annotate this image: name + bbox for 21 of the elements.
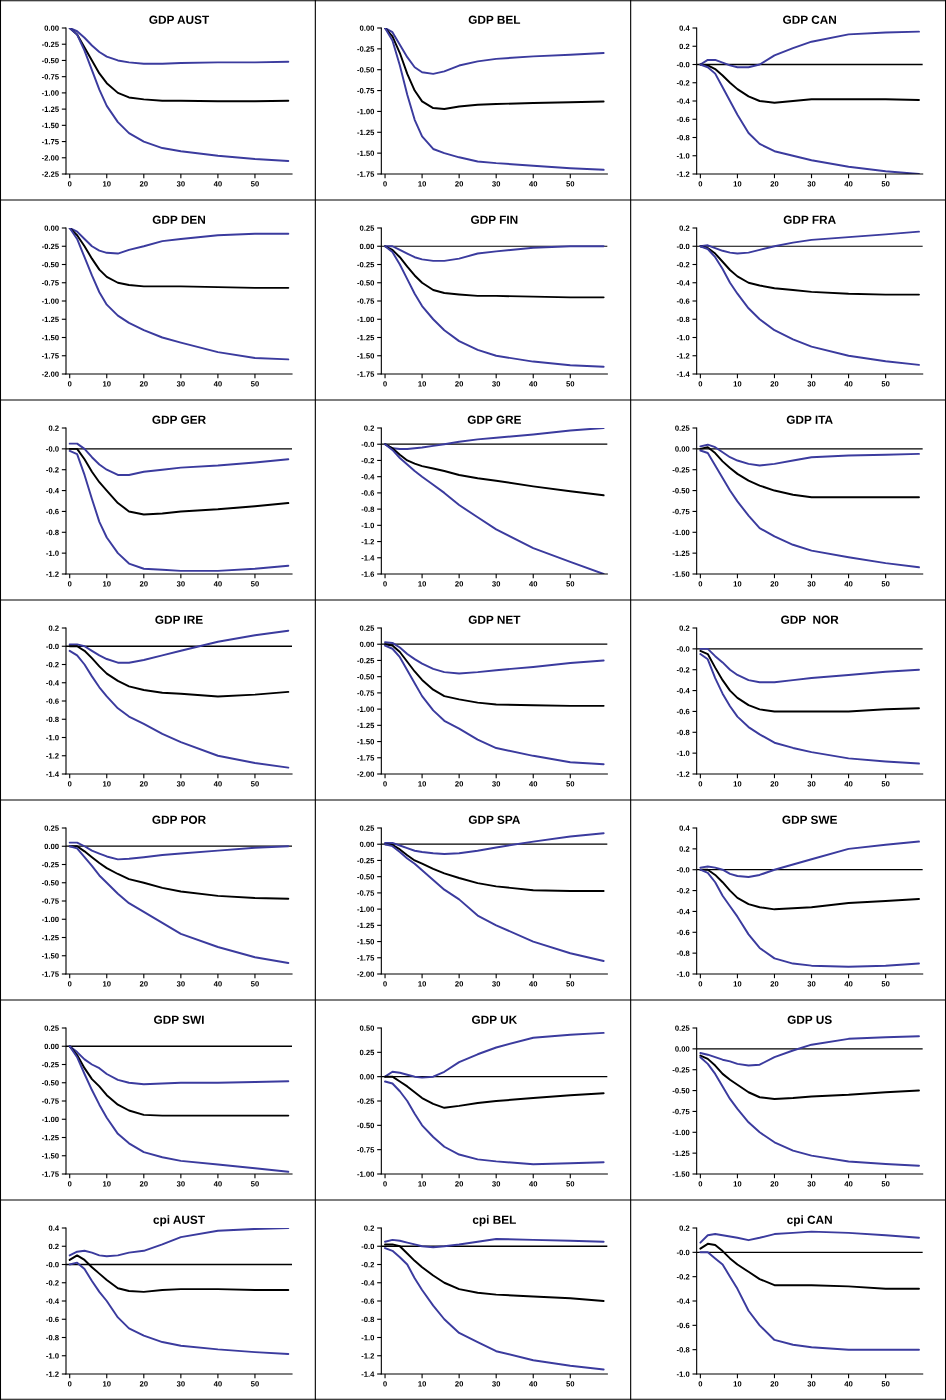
chart-title: GDP FRA <box>783 215 836 224</box>
chart-title: cpi BEL <box>472 1215 516 1227</box>
chart-title: GDP NET <box>468 615 521 624</box>
chart-title: GDP DEN <box>152 215 205 224</box>
chart-title: GDP BEL <box>468 15 521 24</box>
chart-title: GDP ITA <box>786 415 833 424</box>
chart-title: GDP AUST <box>149 15 210 24</box>
chart-title: GDP US <box>787 1015 832 1024</box>
chart-title: cpi CAN <box>787 1215 832 1227</box>
chart-title: GDP UK <box>471 1015 518 1024</box>
chart-title: GDP SWI <box>154 1015 204 1024</box>
chart-title: GDP SPA <box>468 815 521 824</box>
chart-title: GDP SWE <box>782 815 837 824</box>
chart-title: GDP CAN <box>783 15 836 24</box>
chart-title: GDP NOR <box>781 615 839 624</box>
chart-title: GDP GRE <box>467 415 521 424</box>
chart-title: GDP GER <box>152 415 206 424</box>
chart-title: GDP IRE <box>155 615 203 624</box>
chart-title: GDP POR <box>152 815 206 824</box>
chart-title: cpi AUST <box>153 1215 205 1227</box>
chart-title: GDP FIN <box>470 215 518 224</box>
